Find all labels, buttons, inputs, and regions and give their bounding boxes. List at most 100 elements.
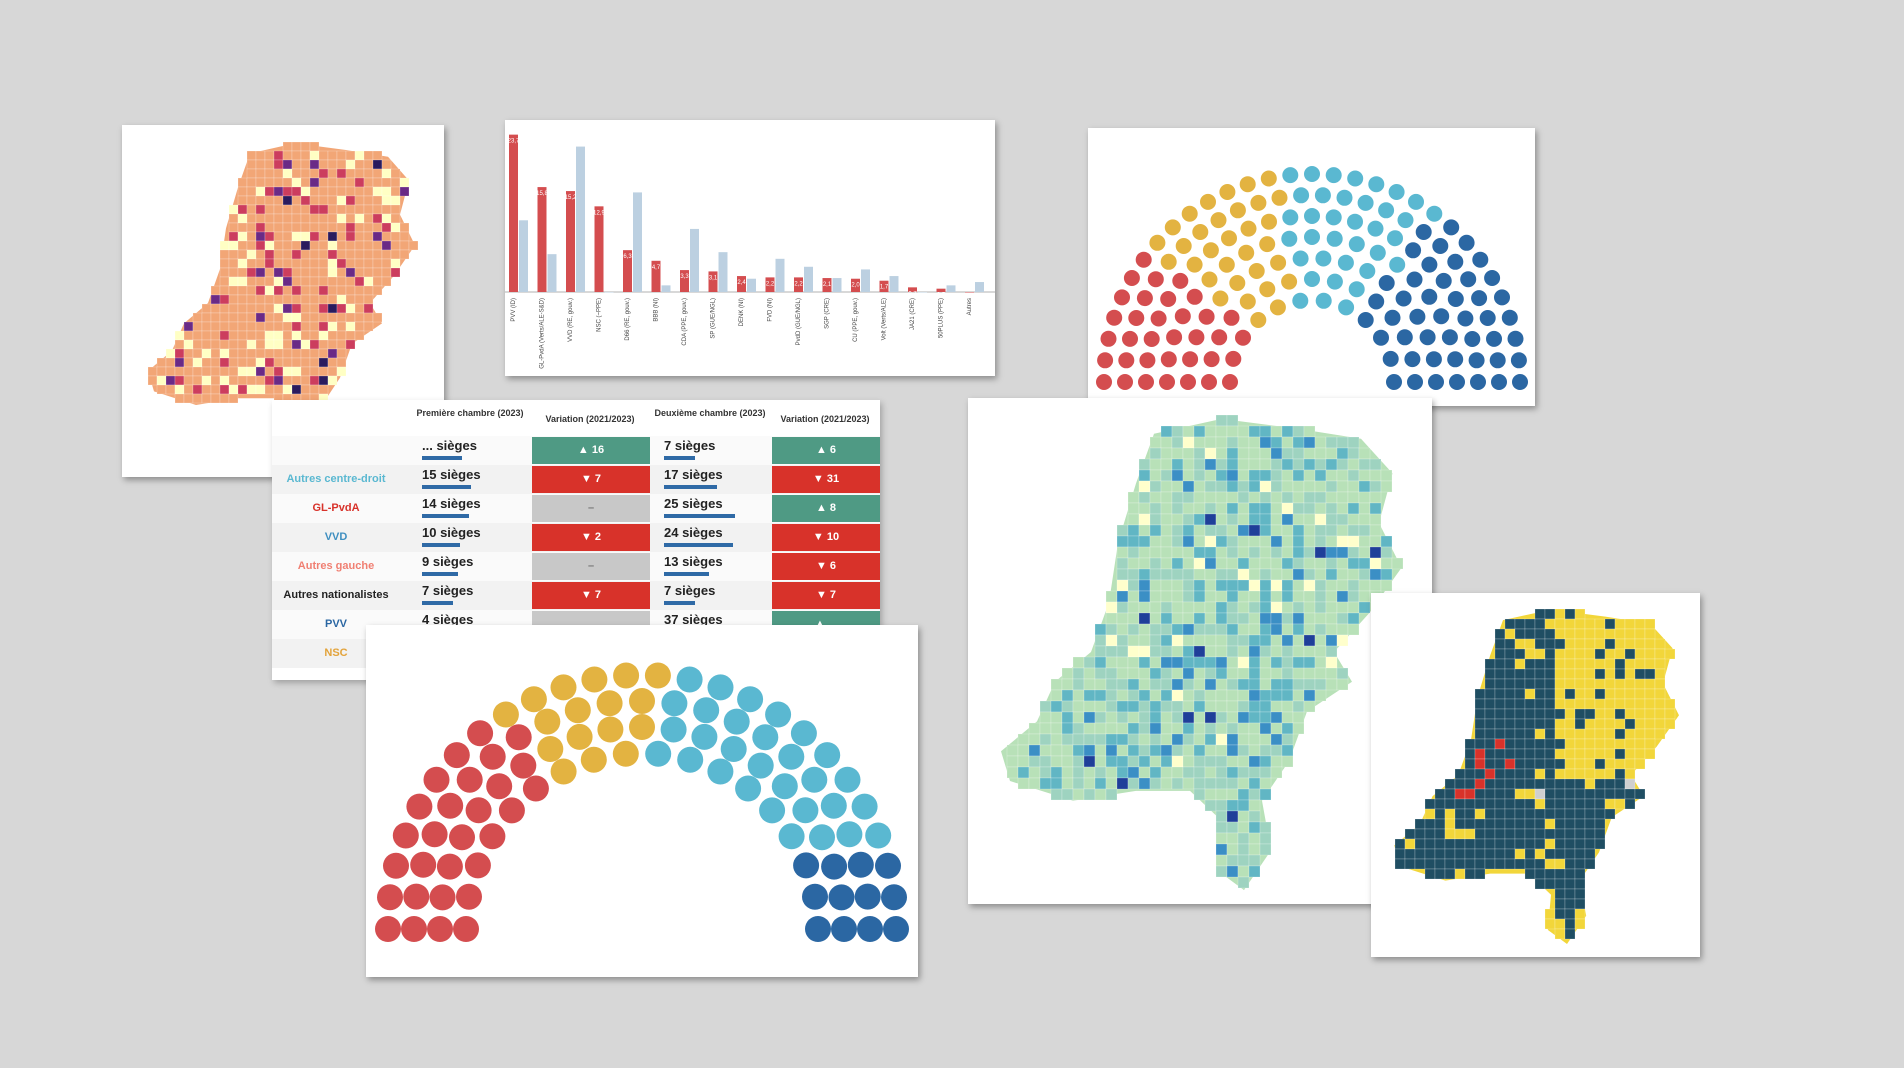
map-region — [1554, 928, 1566, 940]
map-region — [1105, 733, 1118, 746]
map-region — [291, 303, 302, 314]
seat-red — [421, 821, 448, 848]
map-region — [246, 294, 257, 305]
map-region — [1160, 744, 1173, 757]
map-region — [1281, 612, 1294, 625]
map-region — [1474, 758, 1486, 770]
seat-count-text: ... sièges — [422, 438, 477, 453]
map-region — [1554, 668, 1566, 680]
map-region — [1303, 557, 1316, 570]
map-region — [1524, 678, 1536, 690]
map-region — [390, 222, 401, 233]
seat-lightblue — [1389, 256, 1406, 273]
map-region — [1544, 768, 1556, 780]
map-region — [1464, 848, 1476, 860]
map-region — [201, 330, 212, 341]
map-region — [318, 177, 329, 188]
map-region — [1292, 557, 1305, 570]
seat-darkblue — [1449, 374, 1465, 390]
map-region — [318, 258, 329, 269]
map-region — [1248, 843, 1261, 856]
map-region — [1160, 601, 1173, 614]
map-region — [1237, 810, 1250, 823]
map-region — [1193, 469, 1206, 482]
map-region — [1039, 733, 1052, 746]
seat-lightblue — [1325, 209, 1342, 226]
bar-previous — [889, 276, 899, 292]
map-region — [264, 150, 275, 161]
map-region — [1105, 755, 1118, 768]
map-region — [1584, 728, 1596, 740]
map-region — [1237, 656, 1250, 669]
seat-lightblue — [778, 823, 805, 850]
map-region — [255, 177, 266, 188]
map-region — [1369, 502, 1382, 515]
map-region — [1248, 502, 1261, 515]
map-region — [1160, 524, 1173, 537]
map-region — [1504, 758, 1516, 770]
seat-yellow — [1219, 184, 1236, 200]
map-region — [1544, 678, 1556, 690]
seat-red — [1128, 310, 1145, 326]
seat-red — [427, 916, 453, 942]
seat-yellow — [492, 701, 519, 728]
map-region — [1634, 738, 1646, 750]
map-region — [1149, 436, 1162, 449]
map-region — [1237, 557, 1250, 570]
map-region — [372, 276, 383, 287]
map-region — [1358, 579, 1371, 592]
map-region — [1654, 718, 1666, 730]
seat-count-text: 13 sièges — [664, 554, 723, 569]
seat-lightblue — [1348, 236, 1365, 253]
map-region — [1554, 838, 1566, 850]
map-region — [1138, 711, 1151, 724]
map-region — [1237, 788, 1250, 801]
map-region — [1127, 557, 1140, 570]
map-region — [1116, 524, 1129, 537]
map-region — [1237, 546, 1250, 559]
map-region — [1072, 777, 1085, 790]
map-region — [1017, 777, 1030, 790]
map-region — [1554, 638, 1566, 650]
seat-darkblue — [1460, 271, 1477, 288]
map-region — [1072, 678, 1085, 691]
map-region — [363, 213, 374, 224]
map-region — [1554, 788, 1566, 800]
map-region — [309, 384, 320, 395]
map-region — [1193, 513, 1206, 526]
seat-darkblue — [1470, 374, 1486, 390]
map-region — [1094, 766, 1107, 779]
map-region — [1237, 755, 1250, 768]
map-region — [291, 312, 302, 323]
map-region — [1193, 524, 1206, 537]
map-region — [1336, 469, 1349, 482]
map-region — [1006, 755, 1019, 768]
map-region — [1094, 700, 1107, 713]
map-region — [1604, 658, 1616, 670]
map-region — [264, 213, 275, 224]
bar-2023 — [794, 277, 803, 292]
map-region — [1149, 535, 1162, 548]
map-region — [1072, 689, 1085, 702]
map-region — [228, 276, 239, 287]
map-region — [1127, 656, 1140, 669]
map-region — [336, 168, 347, 179]
seat-red — [1150, 310, 1167, 327]
map-region — [1193, 788, 1206, 801]
map-region — [354, 159, 365, 170]
bar-data-label: 23,7 — [508, 139, 520, 145]
map-region — [354, 249, 365, 260]
seat-darkblue — [1491, 374, 1507, 390]
map-region — [1574, 638, 1586, 650]
map-region — [1281, 579, 1294, 592]
bar-previous — [519, 220, 528, 292]
map-region — [1248, 854, 1261, 867]
map-region — [1474, 848, 1486, 860]
map-region — [1105, 722, 1118, 735]
map-region — [1654, 688, 1666, 700]
map-region — [273, 294, 284, 305]
map-region — [1624, 708, 1636, 720]
seat-red — [1174, 308, 1191, 325]
map-region — [1524, 728, 1536, 740]
map-region — [300, 195, 311, 206]
